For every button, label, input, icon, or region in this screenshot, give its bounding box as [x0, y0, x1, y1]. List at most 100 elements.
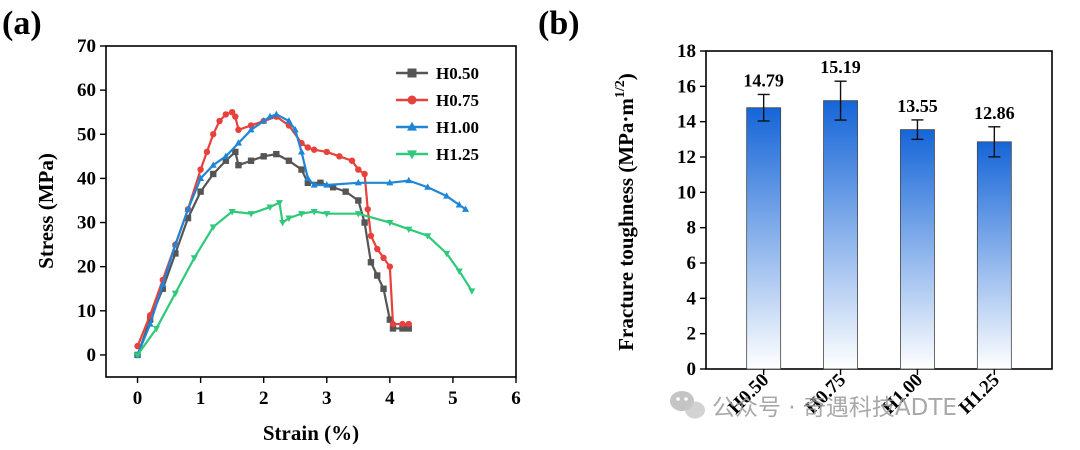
panel-a-point-H1.00: [171, 240, 179, 248]
panel-a-point-H0.75: [235, 126, 242, 134]
panel-a-x-axis: 0 1 2 3 4 5 6: [133, 377, 521, 409]
panel-a-point-H1.25: [443, 250, 451, 258]
panel-a-point-H0.75: [247, 122, 255, 129]
panel-a-line-H1.25: [136, 201, 473, 356]
panel-a-point-H1.00: [285, 117, 293, 124]
panel-a-series-H0.75: [134, 109, 412, 350]
panel-a-point-H0.50: [405, 325, 412, 332]
bar-value-label-H0.50: 14.79: [743, 70, 784, 90]
panel-a-point-H0.75: [197, 166, 204, 173]
panel-a-y-tick-label: 30: [77, 213, 96, 234]
panel-a-point-H0.75: [374, 245, 381, 253]
panel-a-point-H1.00: [272, 110, 280, 117]
panel-a-point-H1.25: [279, 219, 287, 227]
panel-b-y-axis-title-main: Fracture toughness (MPa·m: [614, 98, 638, 351]
panel-a-point-H0.50: [361, 219, 368, 226]
panel-a-point-H0.75: [323, 148, 330, 156]
panel-a-x-tick-label: 6: [511, 388, 521, 409]
bar-value-label-H1.00: 13.55: [897, 96, 938, 116]
panel-a-point-H0.75: [348, 157, 356, 164]
panel-a-y-tick-label: 70: [77, 36, 96, 57]
panel-a-point-H0.75: [216, 117, 223, 125]
panel-a-point-H0.75: [380, 254, 387, 262]
panel-a-point-H0.50: [355, 197, 362, 204]
panel-a-point-H1.00: [146, 320, 154, 327]
panel-a-point-H0.50: [374, 272, 381, 279]
panel-a-point-H1.25: [424, 233, 432, 240]
panel-a-x-tick-label: 5: [448, 388, 458, 409]
watermark: 公众号 · 奇遇科技ADTE: [670, 391, 957, 421]
panel-a-series-H0.50: [134, 148, 412, 359]
panel-b-bar-chart: (b) 0 2 4 6 8 10 12 14 16 18 14.79 15.19 13.55 12.86…: [538, 5, 1053, 419]
panel-a-point-H1.00: [291, 126, 299, 133]
panel-a-point-H1.00: [247, 126, 255, 133]
bar-H1.25: [976, 141, 1012, 370]
watermark-text: 公众号 · 奇遇科技ADTE: [712, 395, 957, 421]
panel-a-point-H1.00: [462, 205, 470, 212]
panel-b-y-tick-label: 10: [677, 182, 696, 203]
panel-a-point-H1.00: [197, 174, 205, 181]
panel-b-label: (b): [538, 5, 580, 42]
panel-a-point-H1.00: [304, 174, 312, 181]
legend-label-H1.25: H1.25: [436, 145, 479, 164]
panel-a-point-H0.50: [285, 157, 293, 164]
panel-a-x-tick-label: 0: [133, 388, 143, 409]
panel-b-y-axis-title: Fracture toughness (MPa·m1/2): [613, 73, 638, 351]
panel-a-point-H0.75: [310, 146, 318, 153]
panel-a-point-H0.50: [159, 285, 166, 292]
panel-a-point-H0.50: [329, 184, 337, 191]
panel-a-x-tick-label: 2: [259, 388, 269, 409]
panel-a-y-axis: 0 10 20 30 40 50 60 70: [77, 36, 106, 366]
legend-label-H1.00: H1.00: [436, 118, 479, 137]
panel-b-y-tick-label: 18: [677, 41, 696, 62]
panel-a-point-H1.25: [228, 208, 236, 216]
panel-a-point-H1.25: [275, 200, 283, 207]
panel-a-line-H1.00: [136, 113, 467, 356]
panel-a-point-H1.25: [190, 255, 198, 262]
panel-a-point-H0.50: [235, 161, 242, 169]
panel-a-point-H1.00: [310, 181, 318, 188]
panel-b-y-tick-label: 8: [687, 218, 697, 239]
panel-a-label: (a): [2, 5, 42, 42]
panel-a-point-H1.25: [468, 288, 476, 295]
panel-a-point-H0.75: [232, 113, 239, 120]
panel-a-y-tick-label: 50: [77, 124, 96, 145]
panel-a-point-H0.50: [342, 188, 349, 195]
panel-a-point-H0.75: [336, 153, 343, 160]
panel-a-point-H1.25: [152, 325, 160, 333]
panel-a-y-tick-label: 10: [77, 301, 96, 322]
panel-a-point-H1.25: [266, 204, 274, 211]
panel-a-point-H1.00: [266, 112, 274, 120]
panel-a-point-H0.50: [197, 188, 204, 195]
panel-a-line-chart: (a) 0 10 20 30 40 50 60 70 0 1 2 3 4 5 6 Strain (%) S…: [2, 5, 521, 445]
panel-b-plot-frame: [705, 50, 1053, 370]
legend-marker-H1.25: [407, 150, 417, 160]
panel-a-point-H1.00: [323, 181, 331, 188]
panel-b-y-tick-label: 16: [677, 76, 696, 97]
panel-a-x-tick-label: 4: [385, 388, 395, 409]
panel-a-point-H1.00: [354, 178, 362, 186]
panel-a-plot-frame: [105, 45, 517, 378]
panel-a-point-H1.00: [405, 176, 413, 184]
panel-a-series-H1.25: [134, 200, 476, 359]
panel-b-x-tick-label: H1.25: [955, 370, 1004, 419]
panel-a-point-H0.50: [298, 166, 305, 173]
panel-a-point-H1.25: [134, 352, 142, 359]
panel-a-point-H0.50: [172, 250, 179, 257]
wechat-icon: [670, 391, 705, 419]
panel-b-y-tick-label: 14: [677, 112, 697, 133]
panel-a-point-H1.25: [285, 215, 293, 222]
panel-a-point-H1.25: [386, 219, 394, 227]
panel-a-point-H1.00: [209, 161, 217, 168]
panel-b-bars: 14.79 15.19 13.55 12.86: [743, 57, 1015, 370]
panel-a-point-H1.00: [386, 178, 394, 186]
panel-a-y-tick-label: 20: [77, 257, 96, 278]
panel-b-y-tick-label: 4: [687, 288, 697, 309]
legend-label-H0.75: H0.75: [436, 91, 479, 110]
panel-a-point-H1.25: [171, 290, 179, 297]
panel-a-x-tick-label: 1: [196, 388, 206, 409]
panel-a-point-H0.75: [386, 263, 394, 270]
panel-a-y-tick-label: 60: [77, 80, 96, 101]
bar-value-label-H1.25: 12.86: [974, 103, 1015, 123]
